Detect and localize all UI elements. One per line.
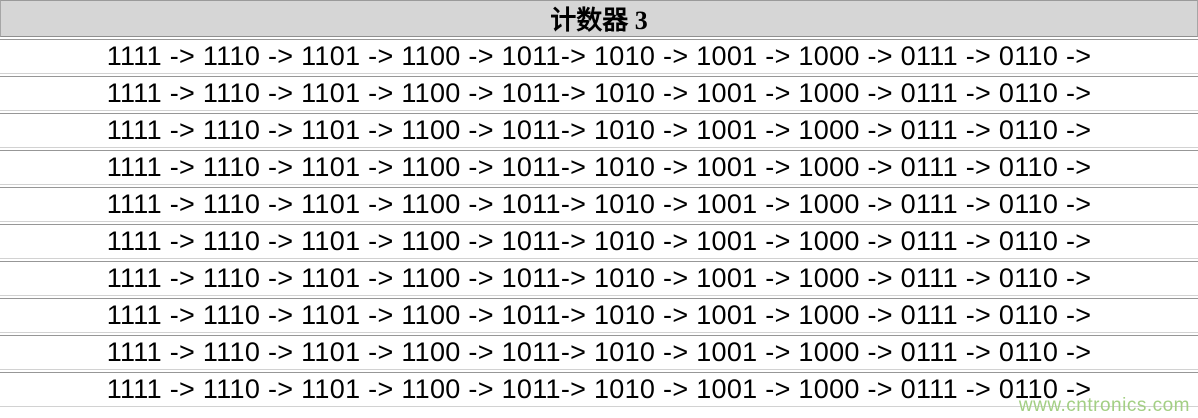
table-row: 1111 -> 1110 -> 1101 -> 1100 -> 1011-> 1… [0, 372, 1198, 407]
sequence-text: 1111 -> 1110 -> 1101 -> 1100 -> 1011-> 1… [106, 41, 1092, 71]
sequence-text: 1111 -> 1110 -> 1101 -> 1100 -> 1011-> 1… [106, 152, 1092, 182]
sequence-text: 1111 -> 1110 -> 1101 -> 1100 -> 1011-> 1… [106, 337, 1092, 367]
table-row: 1111 -> 1110 -> 1101 -> 1100 -> 1011-> 1… [0, 113, 1198, 148]
table-row: 1111 -> 1110 -> 1101 -> 1100 -> 1011-> 1… [0, 224, 1198, 259]
sequence-text: 1111 -> 1110 -> 1101 -> 1100 -> 1011-> 1… [106, 115, 1092, 145]
table-row: 1111 -> 1110 -> 1101 -> 1100 -> 1011-> 1… [0, 150, 1198, 185]
sequence-text: 1111 -> 1110 -> 1101 -> 1100 -> 1011-> 1… [106, 374, 1092, 404]
table-header-row: 计数器 3 [0, 0, 1198, 37]
sequence-text: 1111 -> 1110 -> 1101 -> 1100 -> 1011-> 1… [106, 78, 1092, 108]
table-row: 1111 -> 1110 -> 1101 -> 1100 -> 1011-> 1… [0, 298, 1198, 333]
sequence-text: 1111 -> 1110 -> 1101 -> 1100 -> 1011-> 1… [106, 226, 1092, 256]
sequence-text: 1111 -> 1110 -> 1101 -> 1100 -> 1011-> 1… [106, 300, 1092, 330]
sequence-text: 1111 -> 1110 -> 1101 -> 1100 -> 1011-> 1… [106, 263, 1092, 293]
table-title: 计数器 3 [550, 6, 648, 35]
table-row: 1111 -> 1110 -> 1101 -> 1100 -> 1011-> 1… [0, 187, 1198, 222]
table-row: 1111 -> 1110 -> 1101 -> 1100 -> 1011-> 1… [0, 261, 1198, 296]
table-row: 1111 -> 1110 -> 1101 -> 1100 -> 1011-> 1… [0, 335, 1198, 370]
counter-sequence-table: 计数器 3 1111 -> 1110 -> 1101 -> 1100 -> 10… [0, 0, 1198, 407]
table-row: 1111 -> 1110 -> 1101 -> 1100 -> 1011-> 1… [0, 76, 1198, 111]
site-watermark: www.cntronics.com [1018, 395, 1190, 416]
table-row: 1111 -> 1110 -> 1101 -> 1100 -> 1011-> 1… [0, 39, 1198, 74]
sequence-text: 1111 -> 1110 -> 1101 -> 1100 -> 1011-> 1… [106, 189, 1092, 219]
